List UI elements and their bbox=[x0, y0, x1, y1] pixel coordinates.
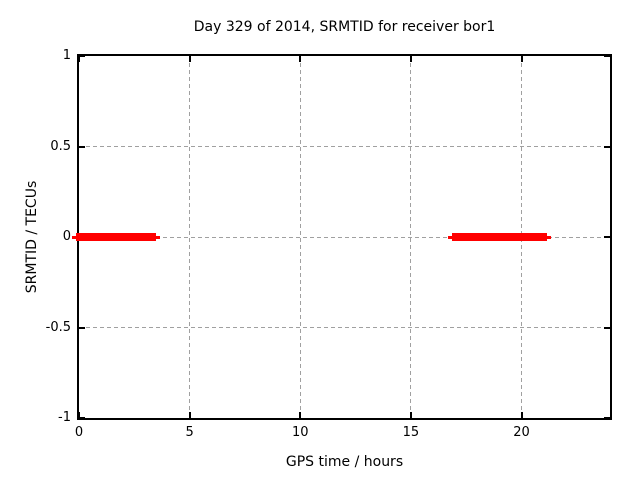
x-tick-bottom-10 bbox=[299, 412, 302, 418]
x-tick-bottom-15 bbox=[409, 412, 412, 418]
x-tick-label-10: 10 bbox=[291, 425, 309, 440]
x-tick-top-10 bbox=[299, 56, 302, 62]
x-tick-top-15 bbox=[409, 56, 412, 62]
x-tick-top-5 bbox=[188, 56, 191, 62]
x-tick-top-20 bbox=[520, 56, 523, 62]
y-tick-right-0.5 bbox=[604, 145, 610, 148]
x-tick-label-20: 20 bbox=[513, 425, 530, 440]
plot-area bbox=[72, 54, 612, 420]
y-tick-right-1 bbox=[604, 55, 610, 57]
y-tick-left-0.5 bbox=[79, 145, 85, 148]
y-tick-right--1 bbox=[604, 417, 610, 419]
x-tick-top-0 bbox=[78, 56, 80, 62]
y-tick-left--0.5 bbox=[79, 326, 85, 329]
x-tick-bottom-20 bbox=[520, 412, 523, 418]
data-segment bbox=[76, 233, 157, 241]
x-tick-bottom-5 bbox=[188, 412, 191, 418]
x-tick-bottom-0 bbox=[78, 412, 80, 418]
gridline-y-0 bbox=[79, 236, 610, 238]
y-tick-label-0: 0 bbox=[62, 229, 71, 244]
x-tick-label-5: 5 bbox=[185, 425, 194, 440]
y-tick-left--1 bbox=[79, 417, 85, 419]
y-tick-right--0.5 bbox=[604, 326, 610, 329]
x-tick-label-0: 0 bbox=[74, 425, 84, 440]
x-tick-label-15: 15 bbox=[402, 425, 420, 440]
y-tick-right-0 bbox=[604, 236, 610, 238]
chart-title: Day 329 of 2014, SRMTID for receiver bor… bbox=[193, 19, 496, 35]
y-tick-label-0.5: 0.5 bbox=[50, 138, 71, 154]
y-tick-label--0.5: -0.5 bbox=[45, 319, 71, 335]
gridline-y-0.5 bbox=[79, 146, 610, 147]
y-tick-label-1: 1 bbox=[62, 48, 71, 63]
y-tick-label--1: -1 bbox=[58, 410, 71, 425]
x-axis-label: GPS time / hours bbox=[285, 454, 404, 470]
y-tick-left-1 bbox=[79, 55, 85, 57]
data-segment bbox=[452, 233, 547, 241]
gridline-y--0.5 bbox=[79, 327, 610, 328]
